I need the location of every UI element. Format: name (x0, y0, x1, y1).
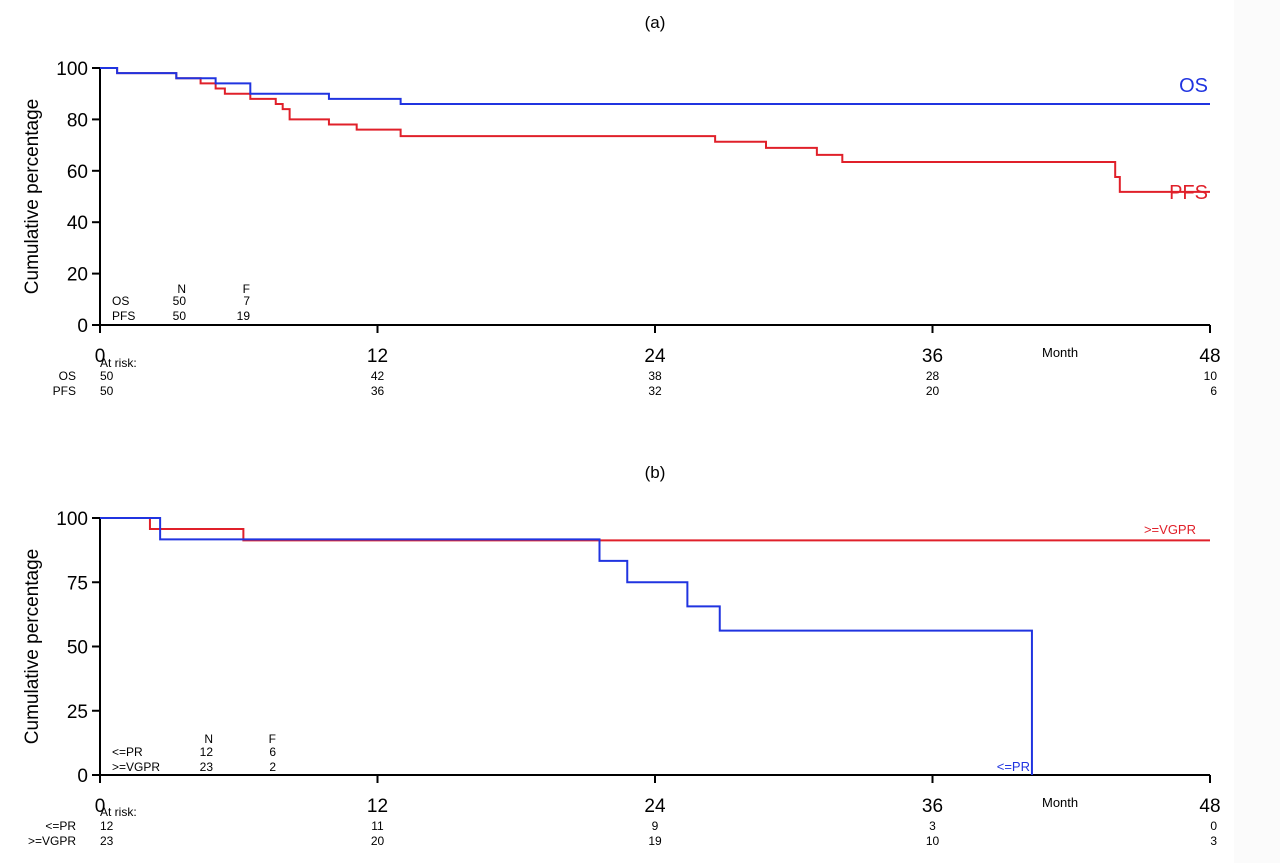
series-line-vgpr (100, 517, 1210, 542)
at-risk-value: 32 (648, 384, 662, 398)
at-risk-value: 20 (926, 384, 940, 398)
summary-header: F (269, 732, 276, 746)
y-tick-label: 100 (56, 509, 88, 530)
summary-cell: 2 (269, 760, 276, 774)
x-tick-label: 36 (922, 346, 943, 367)
chart-title: (a) (645, 13, 666, 32)
y-axis-label: Cumulative percentage (22, 99, 43, 294)
x-tick-label: 36 (922, 796, 943, 817)
at-risk-value: 6 (1210, 384, 1217, 398)
y-tick-label: 100 (56, 59, 88, 80)
summary-cell: 6 (269, 745, 276, 759)
summary-cell: 7 (243, 294, 250, 308)
at-risk-value: 3 (1210, 834, 1217, 848)
chart-title: (b) (645, 463, 666, 482)
x-tick-label: 12 (367, 796, 388, 817)
x-tick-label: 24 (644, 796, 666, 817)
series-label: OS (1179, 75, 1208, 97)
y-tick-label: 60 (67, 162, 88, 183)
summary-cell: 19 (237, 309, 251, 323)
at-risk-value: 11 (371, 819, 384, 833)
x-tick-label: 0 (95, 796, 106, 817)
y-tick-label: 75 (67, 573, 88, 594)
series-label: >=VGPR (1144, 522, 1196, 537)
at-risk-value: 20 (371, 834, 385, 848)
at-risk-label: At risk: (100, 805, 137, 819)
summary-cell: 50 (173, 294, 187, 308)
summary-header: N (204, 732, 213, 746)
series-label: <=PR (997, 759, 1030, 774)
y-axis-label: Cumulative percentage (22, 549, 43, 744)
x-tick-label: 12 (367, 346, 388, 367)
series-line-pr (100, 517, 1033, 775)
page-edge (1234, 0, 1280, 863)
y-tick-label: 0 (77, 766, 88, 787)
at-risk-value: 36 (371, 384, 385, 398)
summary-cell: <=PR (112, 745, 143, 759)
at-risk-value: 38 (648, 369, 662, 383)
at-risk-value: 42 (371, 369, 385, 383)
at-risk-value: 10 (926, 834, 940, 848)
at-risk-row-label: <=PR (45, 819, 76, 833)
series-label: PFS (1169, 182, 1208, 204)
summary-cell: OS (112, 294, 129, 308)
x-tick-label: 48 (1199, 346, 1220, 367)
y-tick-label: 25 (67, 702, 88, 723)
x-axis-label: Month (1042, 795, 1078, 810)
summary-cell: PFS (112, 309, 135, 323)
at-risk-value: 50 (100, 384, 114, 398)
at-risk-label: At risk: (100, 356, 137, 370)
at-risk-value: 3 (929, 819, 936, 833)
x-tick-label: 48 (1199, 796, 1220, 817)
at-risk-value: 12 (100, 819, 114, 833)
summary-header: N (177, 282, 186, 296)
at-risk-value: 19 (648, 834, 662, 848)
summary-header: F (243, 282, 250, 296)
at-risk-value: 9 (652, 819, 659, 833)
at-risk-row-label: OS (59, 369, 76, 383)
at-risk-value: 28 (926, 369, 940, 383)
summary-cell: 50 (173, 309, 187, 323)
y-tick-label: 80 (67, 110, 88, 131)
y-tick-label: 20 (67, 265, 88, 286)
summary-cell: >=VGPR (112, 760, 160, 774)
y-tick-label: 40 (67, 213, 88, 234)
series-line-pfs (100, 67, 1210, 193)
x-tick-label: 24 (644, 346, 666, 367)
y-tick-label: 50 (67, 638, 88, 659)
at-risk-value: 10 (1204, 369, 1218, 383)
at-risk-value: 23 (100, 834, 114, 848)
at-risk-row-label: PFS (53, 384, 76, 398)
x-axis-label: Month (1042, 345, 1078, 360)
at-risk-value: 0 (1210, 819, 1217, 833)
x-tick-label: 0 (95, 346, 106, 367)
y-tick-label: 0 (77, 316, 88, 337)
panel-a: (a) 0 20 40 60 80 100 0 12 24 36 48 Cumulative perce… (22, 13, 1221, 398)
at-risk-value: 50 (100, 369, 114, 383)
at-risk-row-label: >=VGPR (28, 834, 76, 848)
series-line-os (100, 67, 1210, 105)
summary-cell: 23 (200, 760, 214, 774)
summary-cell: 12 (200, 745, 214, 759)
